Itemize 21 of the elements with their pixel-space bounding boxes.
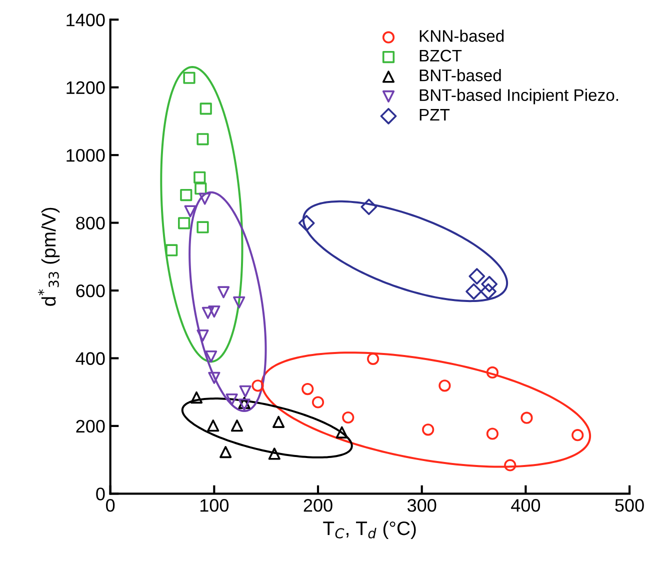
y-tick-label: 200 [76, 420, 105, 433]
y-tick-label: 1400 [66, 14, 105, 26]
y-tick-label: 400 [76, 352, 105, 365]
x-tick-label: 100 [200, 499, 229, 512]
x-axis-title: T$_{C}$, T$_{d}$ (°C) [323, 520, 416, 540]
y-tick-label: 1200 [66, 81, 105, 94]
x-tick-label: 300 [407, 499, 436, 512]
y-tick-label: 600 [76, 284, 105, 298]
legend-label: BZCT [420, 50, 462, 62]
x-tick-label: 0 [106, 499, 115, 512]
x-tick-label: 200 [304, 499, 332, 512]
legend-label: BNT-based [420, 69, 501, 82]
legend-label: KNN-based [420, 30, 504, 42]
legend-label: PZT [420, 109, 450, 121]
x-tick-label: 500 [615, 499, 644, 512]
y-tick-label: 800 [76, 216, 105, 230]
legend-label: BNT-based Incipient Piezo. [420, 88, 618, 104]
y-axis-title: d$^{*}$$_{33}$ (pm/V) [38, 208, 60, 306]
x-tick-label: 400 [511, 499, 540, 512]
y-tick-label: 0 [96, 488, 105, 500]
y-tick-label: 1000 [66, 149, 105, 162]
